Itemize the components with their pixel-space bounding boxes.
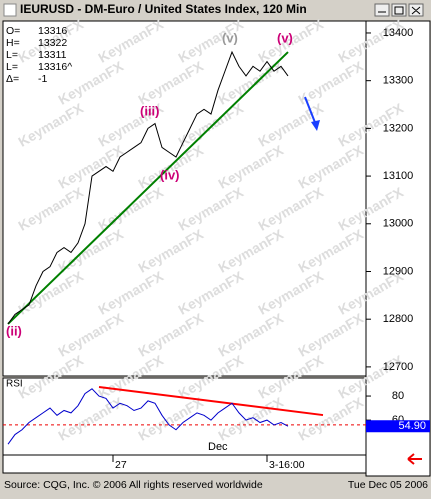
data-line bbox=[7, 388, 289, 445]
current-value-box bbox=[366, 420, 430, 433]
trendline bbox=[98, 386, 324, 417]
minimize-button[interactable] bbox=[374, 3, 390, 17]
info-label: H= bbox=[6, 37, 20, 49]
y-tick-label: 13100 bbox=[383, 170, 414, 182]
current-value-label: 54.90 bbox=[398, 420, 426, 432]
info-value: -1 bbox=[38, 73, 47, 85]
window-icon bbox=[3, 3, 17, 17]
y-tick-label: 80 bbox=[392, 390, 404, 402]
y-tick-label: 13200 bbox=[383, 122, 414, 134]
info-value: 13316 bbox=[38, 25, 67, 37]
y-tick-label: 12800 bbox=[383, 313, 414, 325]
time-axis bbox=[2, 454, 367, 474]
info-value: 13316^ bbox=[38, 61, 72, 73]
y-tick-label: 13000 bbox=[383, 218, 414, 230]
info-value: 13311 bbox=[38, 49, 67, 61]
forecast-arrowhead bbox=[311, 120, 320, 131]
wave-label: (v) bbox=[277, 30, 293, 45]
data-line bbox=[7, 50, 289, 325]
title-bar bbox=[0, 0, 431, 20]
window-title: IEURUSD - DM-Euro / United States Index,… bbox=[20, 2, 307, 16]
y-tick-label: 12700 bbox=[383, 361, 414, 373]
wave-label: (iv) bbox=[160, 167, 180, 182]
y-tick-label: 13400 bbox=[383, 27, 414, 39]
info-label: O= bbox=[6, 25, 20, 37]
month-label: Dec bbox=[208, 441, 228, 453]
window-buttons[interactable] bbox=[374, 3, 424, 17]
info-label: L= bbox=[6, 61, 18, 73]
wave-label: (v) bbox=[222, 30, 238, 45]
trendline bbox=[7, 51, 289, 325]
rsi-panel bbox=[2, 377, 367, 456]
wave-label: (ii) bbox=[6, 323, 22, 338]
x-tick-label: 27 bbox=[115, 459, 127, 471]
info-label: Δ= bbox=[6, 73, 19, 85]
panel-title: RSI bbox=[6, 379, 23, 390]
footer-date: Tue Dec 05 2006 bbox=[348, 479, 428, 491]
forecast-arrow bbox=[304, 96, 317, 126]
scroll-arrow[interactable] bbox=[407, 453, 422, 465]
y-tick-label: 13300 bbox=[383, 75, 414, 87]
wave-label: (iii) bbox=[140, 103, 160, 118]
footer-source: Source: CQG, Inc. © 2006 All rights rese… bbox=[4, 479, 263, 491]
info-label: L= bbox=[6, 49, 18, 61]
y-tick-label: 12900 bbox=[383, 265, 414, 277]
x-tick-label: 3-16:00 bbox=[269, 459, 305, 471]
value-axis-panel bbox=[365, 20, 431, 477]
info-value: 13322 bbox=[38, 37, 67, 49]
